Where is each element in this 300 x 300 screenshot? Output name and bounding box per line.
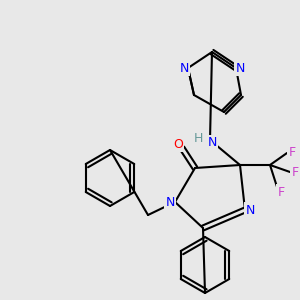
Text: N: N	[165, 196, 175, 208]
Text: O: O	[173, 137, 183, 151]
Text: N: N	[207, 136, 217, 149]
Text: F: F	[291, 166, 298, 178]
Text: N: N	[179, 61, 189, 74]
Text: H: H	[193, 131, 203, 145]
Text: F: F	[288, 146, 296, 160]
Text: N: N	[245, 203, 255, 217]
Text: F: F	[278, 185, 285, 199]
Text: N: N	[235, 61, 245, 74]
